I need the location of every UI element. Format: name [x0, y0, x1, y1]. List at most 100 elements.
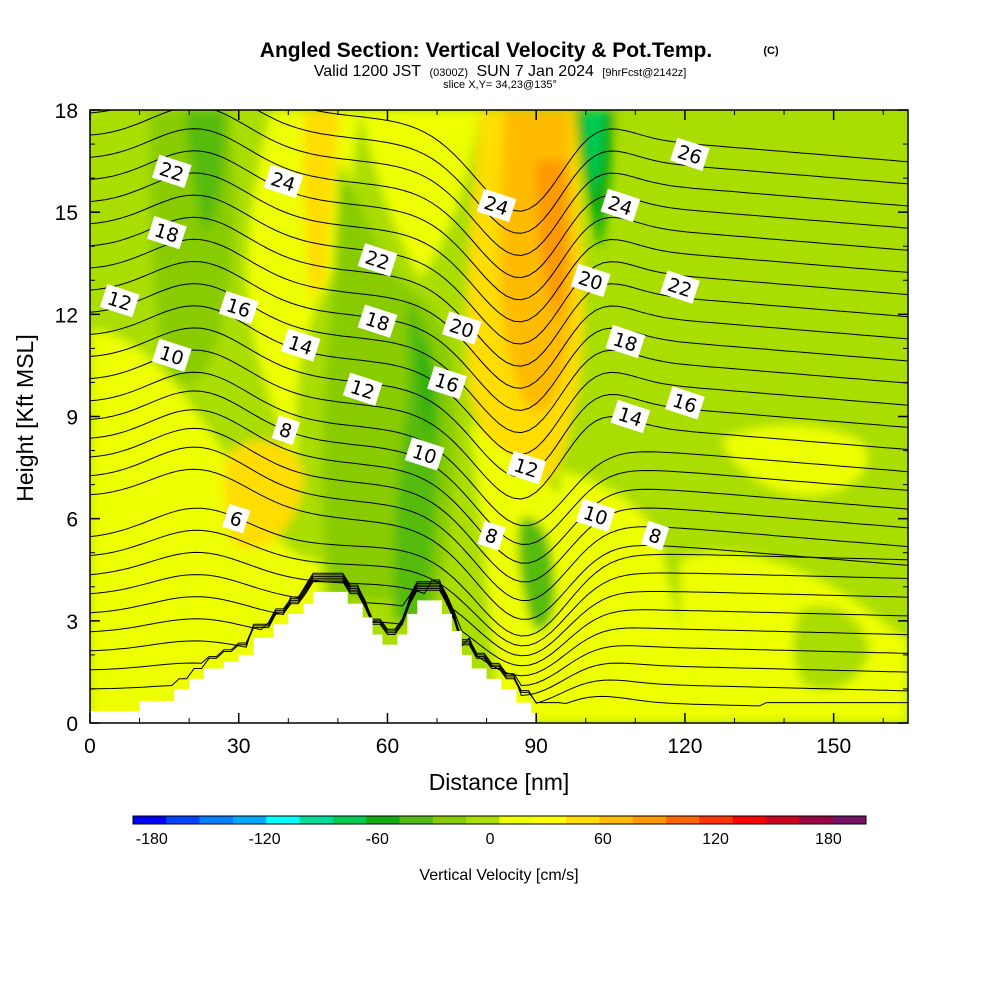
contour-label: 26: [669, 137, 710, 171]
colorbar-swatch: [632, 816, 667, 824]
x-tick-label: 150: [816, 735, 851, 758]
theta-contour-line: [90, 371, 908, 527]
contour-label-bg: [357, 304, 398, 338]
chart-title: Angled Section: Vertical Velocity & Pot.…: [260, 39, 712, 62]
contour-label-bg: [218, 290, 259, 325]
theta-contour-line: [90, 150, 908, 301]
contour-label-bg: [441, 311, 482, 345]
theta-contour-line: [90, 576, 908, 687]
colorbar-swatch: [266, 816, 301, 824]
theta-contour-line: [90, 572, 908, 667]
contour-label: 6: [222, 503, 251, 534]
contour-label-bg: [427, 365, 467, 400]
colorbar-swatch: [466, 816, 500, 824]
subtitle-utc-time: (0300Z): [430, 67, 469, 79]
colorbar-tick-label: 60: [594, 831, 612, 848]
y-tick-label: 3: [66, 611, 78, 634]
contour-label-bg: [342, 372, 383, 406]
colorbar: -180 -120 -60 0 60 120 180: [132, 815, 867, 848]
contour-label-bg: [222, 503, 251, 534]
y-axis-label: Height [Kft MSL]: [12, 334, 38, 501]
contour-label: 24: [263, 164, 304, 199]
colorbar-swatch: [532, 816, 567, 824]
contour-label-bg: [271, 415, 300, 445]
contour-label-bg: [404, 437, 445, 471]
colorbar-tick-label: -120: [249, 831, 281, 848]
theta-contour-line: [90, 409, 908, 564]
terrain-profile: [90, 591, 537, 723]
theta-contour-line: [90, 446, 908, 601]
contour-label-bg: [280, 328, 321, 362]
contour-label: 10: [404, 437, 445, 471]
colorbar-swatch: [299, 816, 334, 824]
theta-contour-line: [90, 128, 908, 279]
contour-label-bg: [506, 450, 547, 485]
contour-label: 16: [665, 386, 705, 420]
contour-label: 20: [570, 263, 611, 297]
contour-label: 10: [575, 498, 616, 532]
contour-label-bg: [476, 188, 517, 223]
theta-contour-line: [90, 579, 908, 704]
x-tick-label: 90: [525, 735, 548, 758]
colorbar-tick-label: 0: [486, 831, 495, 848]
theta-contour-line: [90, 581, 908, 707]
theta-contour-line: [90, 551, 908, 657]
colorbar-tick-label: -180: [136, 831, 168, 848]
contour-label-bg: [600, 188, 641, 223]
colorbar-swatch: [732, 816, 767, 824]
theta-contour-line: [90, 427, 908, 583]
contour-label-bg: [640, 520, 670, 551]
contour-label: 22: [357, 243, 398, 277]
contour-label-bg: [610, 399, 651, 434]
colorbar-swatch: [332, 816, 367, 824]
contour-label-bg: [146, 215, 187, 250]
theta-contour-line: [90, 194, 908, 345]
y-tick-label: 6: [66, 509, 78, 532]
subtitle-forecast: [9hrFcst@2142z]: [602, 67, 686, 79]
theta-contour-line: [90, 468, 908, 620]
contour-label-bg: [477, 520, 506, 551]
contour-label: 14: [610, 399, 651, 434]
colorbar-tick-label: 120: [702, 831, 729, 848]
colorbar-swatch: [599, 816, 634, 824]
y-tick-label: 9: [66, 407, 78, 430]
y-axis: 0 3 6 9 12 15 18: [55, 100, 908, 736]
theta-contour-line: [90, 529, 908, 647]
colorbar-swatch: [699, 816, 734, 824]
subtitle-valid-time: Valid 1200 JST: [314, 63, 422, 80]
theta-contours: [90, 110, 908, 707]
subtitle-date: SUN 7 Jan 2024: [476, 63, 594, 80]
x-tick-label: 30: [227, 735, 250, 758]
colorbar-tick-label: -60: [366, 831, 389, 848]
colorbar-swatch: [499, 816, 534, 824]
colorbar-swatch: [566, 816, 600, 824]
y-tick-label: 15: [55, 202, 78, 225]
theta-contour-line: [90, 349, 908, 500]
contour-label-bg: [357, 243, 398, 277]
slice-label: slice X,Y= 34,23@135°: [443, 79, 557, 91]
x-axis: 0 30 60 90 120 150: [84, 110, 884, 758]
theta-contour-line: [90, 172, 908, 323]
theta-contour-line: [90, 110, 908, 257]
contour-label: 12: [342, 372, 383, 406]
colorbar-swatch: [199, 816, 234, 824]
colorbar-label: Vertical Velocity [cm/s]: [419, 867, 578, 884]
contour-label-bg: [151, 154, 192, 188]
colorbar-swatch: [232, 816, 267, 824]
colorbar-tick-label: 180: [815, 831, 842, 848]
contour-label: 18: [146, 215, 187, 250]
contour-label-bg: [660, 270, 700, 304]
theta-contour-line: [90, 574, 908, 677]
title-copyright-mark: (C): [763, 45, 779, 57]
contour-label-bg: [665, 386, 705, 420]
contour-label: 20: [441, 311, 482, 345]
contour-label: 8: [477, 520, 506, 551]
colorbar-swatch: [166, 816, 201, 824]
x-tick-label: 60: [376, 735, 399, 758]
y-tick-label: 12: [55, 304, 78, 327]
contour-label-bg: [575, 498, 616, 532]
colorbar-frame: [132, 815, 867, 825]
